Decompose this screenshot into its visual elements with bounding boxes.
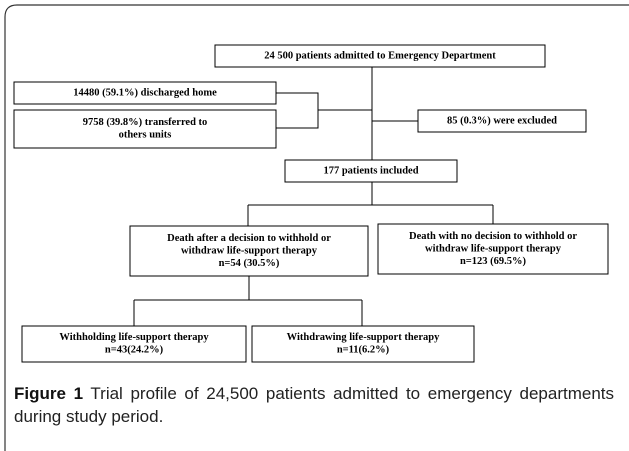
flow-node: 14480 (59.1%) discharged home [13, 81, 277, 105]
node-text: 9758 (39.8%) transferred to [83, 117, 208, 128]
node-text: Withholding life-support therapy [59, 332, 209, 343]
node-box [13, 109, 277, 149]
flow-node: 9758 (39.8%) transferred to others units [13, 109, 277, 149]
node-text: n=54 (30.5%) [219, 258, 280, 269]
node-box [13, 81, 277, 105]
node-text: n=123 (69.5%) [460, 256, 527, 267]
caption-label: Figure 1 [14, 384, 84, 403]
node-box [417, 109, 587, 133]
node-box [377, 223, 609, 275]
flow-node: Withdrawing life-support therapy n=11(6.2… [251, 325, 475, 363]
node-box [251, 325, 475, 363]
flow-node: Death with no decision to withhold orwit… [377, 223, 609, 275]
node-text: 24 500 patients admitted to Emergency De… [264, 50, 496, 61]
node-text: n=43(24.2%) [105, 345, 164, 356]
node-text: withdraw life-support therapy [425, 243, 562, 254]
flow-node: 85 (0.3%) were excluded [417, 109, 587, 133]
node-box [21, 325, 247, 363]
flow-node: 24 500 patients admitted to Emergency De… [214, 44, 546, 68]
node-text: others units [119, 130, 172, 141]
node-text: Death after a decision to withhold or [167, 233, 331, 244]
node-text: withdraw life-support therapy [181, 245, 318, 256]
caption-text: Trial profile of 24,500 patients admitte… [14, 384, 615, 426]
node-box [214, 44, 546, 68]
node-text: 85 (0.3%) were excluded [447, 115, 557, 126]
flow-node: 177 patients included [284, 159, 458, 183]
node-text: Death with no decision to withhold or [409, 231, 577, 242]
node-text: 14480 (59.1%) discharged home [73, 87, 217, 98]
node-box [284, 159, 458, 183]
node-text: 177 patients included [323, 165, 418, 176]
node-text: n=11(6.2%) [337, 345, 390, 356]
node-text: Withdrawing life-support therapy [287, 332, 440, 343]
flow-node: Withholding life-support therapy n=43(24.… [21, 325, 247, 363]
node-box [129, 225, 369, 277]
caption: Figure 1 Trial profile of 24,500 patient… [14, 382, 614, 428]
frame [4, 4, 629, 451]
connectors [133, 67, 494, 326]
flow-node: Death after a decision to withhold orwit… [129, 225, 369, 277]
